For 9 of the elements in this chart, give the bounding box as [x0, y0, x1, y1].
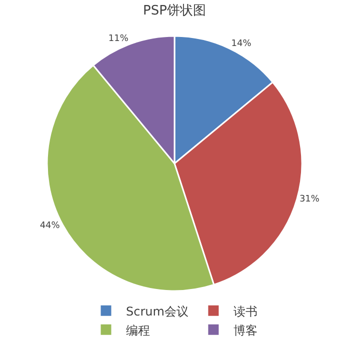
legend-label: 读书 — [233, 304, 258, 318]
chart-title: PSP饼状图 — [143, 3, 206, 18]
data-label: 14% — [231, 39, 252, 50]
legend-label: 编程 — [126, 323, 150, 338]
legend-label: 博客 — [233, 323, 258, 338]
legend-label: Scrum会议 — [126, 304, 188, 318]
data-label: 44% — [40, 221, 60, 232]
data-label: 31% — [299, 194, 320, 204]
data-label: 11% — [108, 34, 129, 44]
